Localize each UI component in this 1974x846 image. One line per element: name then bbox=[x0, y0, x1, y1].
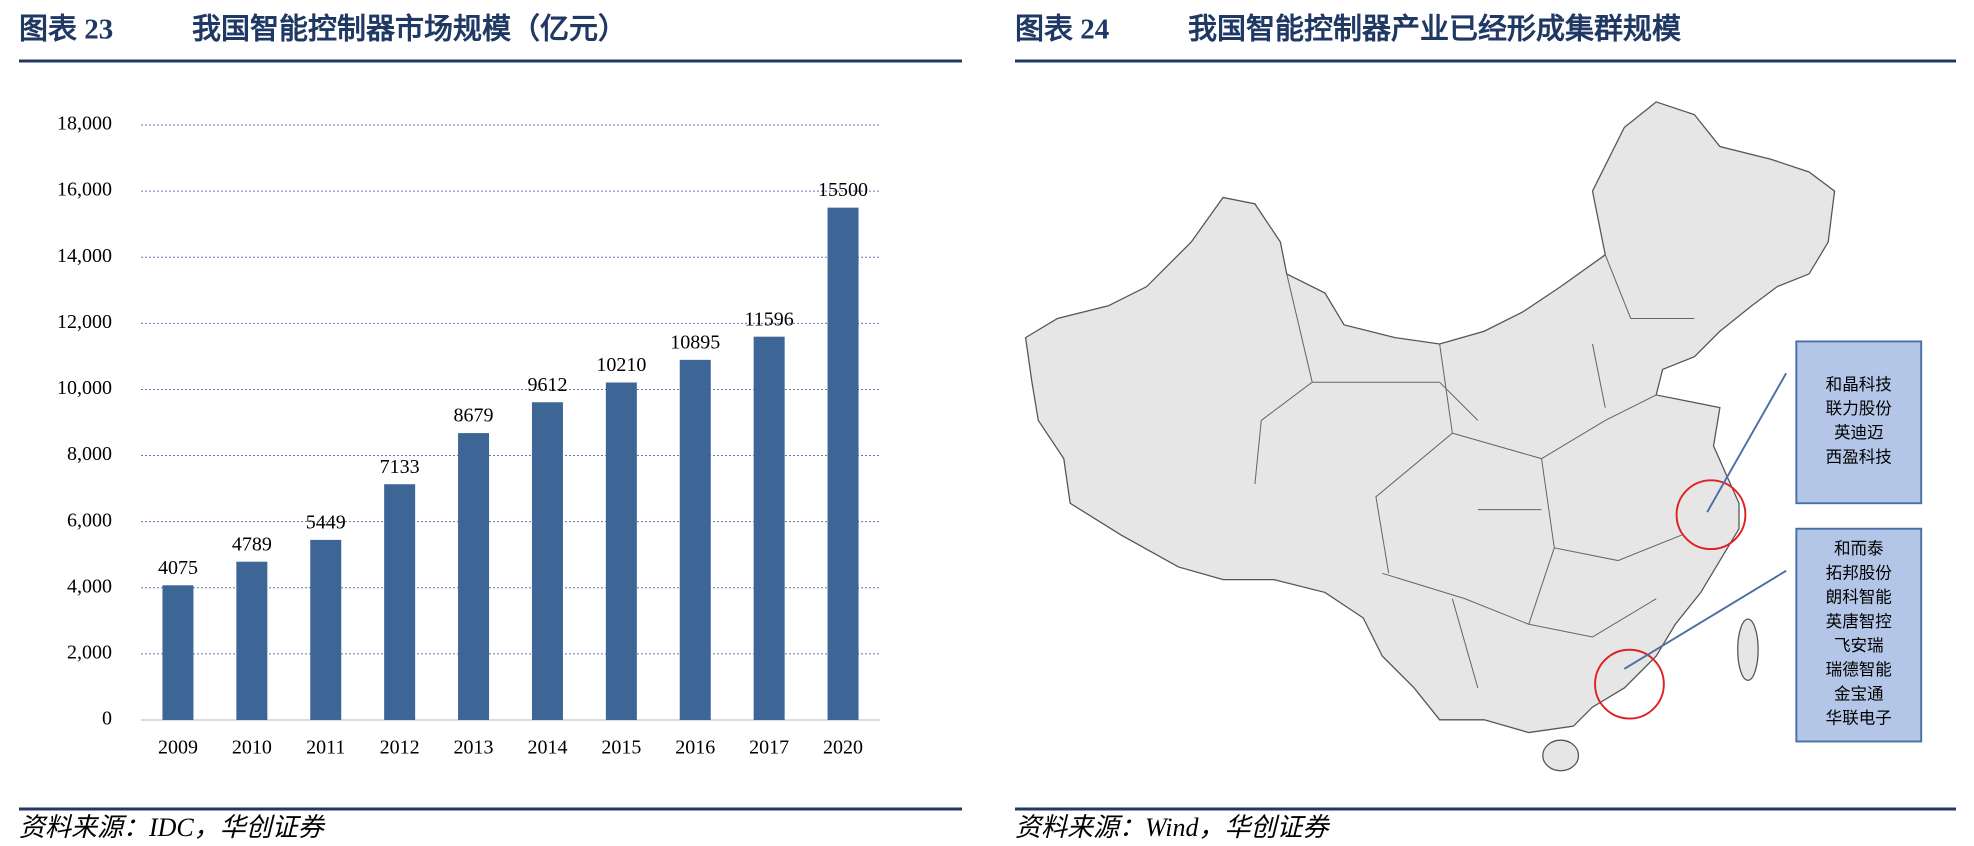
data-label: 9612 bbox=[527, 374, 567, 396]
company-name: 拓邦股份 bbox=[1826, 563, 1893, 582]
data-label: 10210 bbox=[596, 354, 646, 376]
data-label: 7133 bbox=[380, 456, 420, 478]
bar bbox=[458, 433, 490, 720]
y-tick-label: 4,000 bbox=[67, 575, 112, 597]
mainland bbox=[1024, 101, 1836, 734]
company-name: 朗科智能 bbox=[1826, 588, 1892, 607]
y-tick-label: 18,000 bbox=[57, 113, 112, 135]
company-name: 英唐智控 bbox=[1826, 612, 1892, 631]
data-label: 4789 bbox=[232, 533, 272, 555]
y-tick-label: 16,000 bbox=[57, 179, 112, 201]
bar bbox=[310, 539, 342, 720]
cluster-box bbox=[1795, 527, 1923, 743]
y-tick-label: 8,000 bbox=[67, 443, 112, 465]
taiwan bbox=[1737, 618, 1759, 681]
y-tick-label: 12,000 bbox=[57, 311, 112, 333]
x-tick-label: 2012 bbox=[380, 737, 420, 759]
chart-title: 我国智能控制器市场规模（亿元） bbox=[192, 12, 627, 46]
company-name: 金宝通 bbox=[1834, 684, 1884, 703]
company-name: 和而泰 bbox=[1834, 539, 1884, 558]
figure-label: 图表 23 bbox=[19, 13, 113, 46]
data-label: 10895 bbox=[670, 331, 720, 353]
x-tick-label: 2020 bbox=[823, 737, 863, 759]
bar bbox=[753, 336, 785, 720]
y-tick-label: 0 bbox=[102, 708, 112, 730]
company-name: 飞安瑞 bbox=[1834, 636, 1884, 655]
company-name: 西盈科技 bbox=[1826, 447, 1892, 466]
y-tick-label: 6,000 bbox=[67, 509, 112, 531]
data-label: 5449 bbox=[306, 511, 346, 533]
x-tick-label: 2014 bbox=[527, 737, 567, 759]
company-name: 瑞德智能 bbox=[1826, 660, 1892, 679]
company-name: 联力股份 bbox=[1826, 399, 1893, 418]
data-label: 8679 bbox=[454, 405, 494, 427]
map-title: 我国智能控制器产业已经形成集群规模 bbox=[1188, 12, 1682, 46]
x-tick-label: 2016 bbox=[675, 737, 715, 759]
pointer bbox=[1623, 569, 1787, 670]
bar bbox=[679, 359, 711, 720]
y-tick-label: 2,000 bbox=[67, 641, 112, 663]
bar bbox=[605, 382, 637, 720]
y-tick-label: 10,000 bbox=[57, 377, 112, 399]
x-tick-label: 2009 bbox=[158, 737, 198, 759]
cluster-box bbox=[1795, 340, 1923, 505]
source: 资料来源：IDC，华创证券 bbox=[19, 813, 326, 842]
bar bbox=[531, 402, 563, 720]
company-name: 英迪迈 bbox=[1834, 423, 1884, 442]
source: 资料来源：Wind，华创证券 bbox=[1015, 813, 1330, 842]
company-name: 和晶科技 bbox=[1826, 375, 1892, 394]
data-label: 4075 bbox=[158, 557, 198, 579]
bar bbox=[236, 561, 268, 720]
pointer bbox=[1706, 372, 1787, 513]
x-tick-label: 2011 bbox=[306, 737, 345, 759]
x-tick-label: 2013 bbox=[454, 737, 494, 759]
figure-label: 图表 24 bbox=[1015, 13, 1109, 46]
china-map: 和晶科技联力股份英迪迈西盈科技和而泰拓邦股份朗科智能英唐智控飞安瑞瑞德智能金宝通… bbox=[1024, 101, 1923, 772]
bar bbox=[162, 585, 194, 720]
cluster-circle bbox=[1594, 648, 1665, 720]
y-tick-label: 14,000 bbox=[57, 245, 112, 267]
cluster-circle bbox=[1675, 479, 1747, 551]
company-name: 华联电子 bbox=[1826, 709, 1892, 728]
hainan bbox=[1542, 739, 1580, 772]
x-tick-label: 2015 bbox=[601, 737, 641, 759]
data-label: 11596 bbox=[745, 308, 794, 330]
x-tick-label: 2017 bbox=[749, 737, 789, 759]
bar bbox=[827, 207, 859, 720]
province-borders bbox=[1254, 254, 1695, 689]
bar bbox=[384, 484, 416, 720]
x-tick-label: 2010 bbox=[232, 737, 272, 759]
data-label: 15500 bbox=[818, 179, 868, 201]
